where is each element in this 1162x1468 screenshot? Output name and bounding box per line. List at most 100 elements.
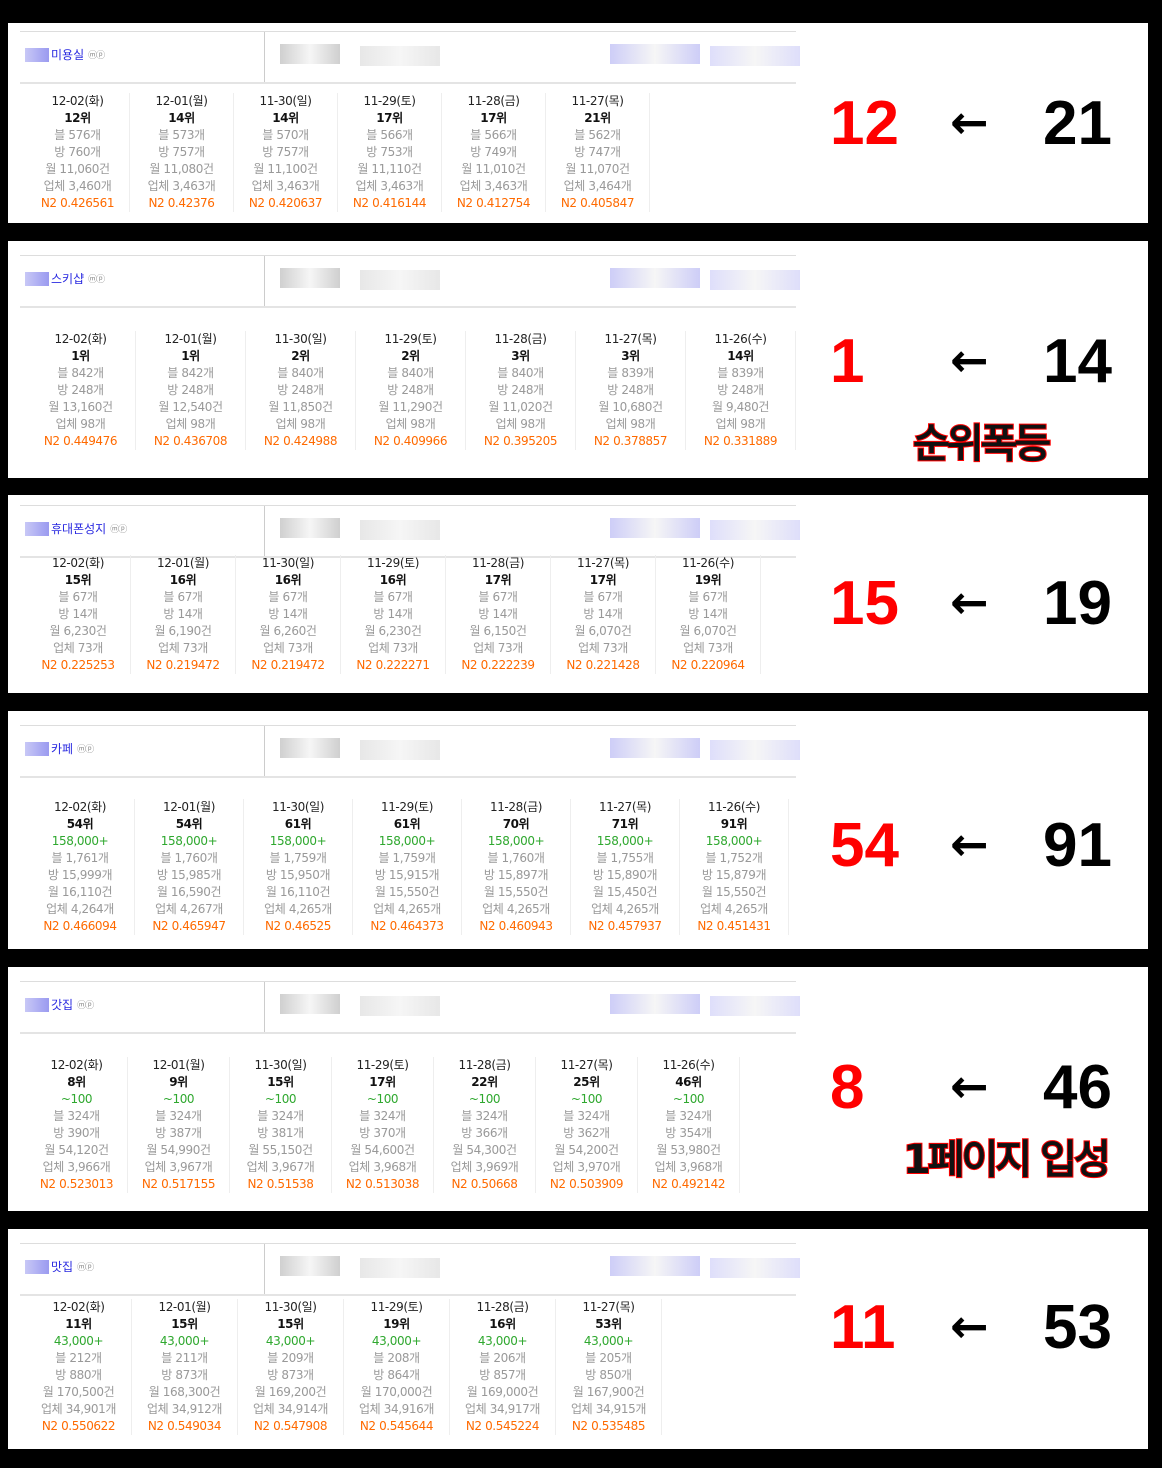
rank-value: 15위 bbox=[277, 1317, 304, 1331]
mp-icons[interactable]: ⓜⓟ bbox=[88, 51, 105, 61]
date-label: 11-29(토) bbox=[366, 556, 420, 570]
search-volume: ~100 bbox=[672, 1092, 705, 1106]
monthly-count: 월 6,150건 bbox=[469, 624, 527, 638]
date-label: 11-26(수) bbox=[662, 1058, 715, 1072]
date-label: 12-01(월) bbox=[158, 1300, 211, 1314]
date-label: 12-01(월) bbox=[164, 332, 217, 346]
rank-value: 25위 bbox=[573, 1075, 600, 1089]
date-label: 12-01(월) bbox=[162, 800, 216, 814]
n2-score: N2 0.545644 bbox=[359, 1419, 434, 1433]
date-label: 11-27(목) bbox=[576, 556, 630, 570]
blurred-info bbox=[280, 738, 340, 758]
monthly-count: 월 13,160건 bbox=[48, 400, 113, 414]
blog-count: 블 1,755개 bbox=[596, 851, 654, 865]
rank-value: 2위 bbox=[291, 349, 310, 363]
monthly-count: 월 11,070건 bbox=[565, 162, 630, 176]
business-count: 업체 98개 bbox=[275, 417, 326, 431]
blog-count: 블 211개 bbox=[161, 1351, 208, 1365]
blurred-info bbox=[360, 520, 440, 540]
blog-count: 블 562개 bbox=[574, 128, 621, 142]
rank-value: 15위 bbox=[267, 1075, 294, 1089]
date-label: 11-28(금) bbox=[476, 1300, 529, 1314]
rank-value: 54위 bbox=[66, 817, 94, 831]
rank-value: 12위 bbox=[64, 111, 91, 125]
bang-count: 방 362개 bbox=[563, 1126, 610, 1140]
business-count: 업체 4,265개 bbox=[482, 902, 550, 916]
new-rank: 11 bbox=[830, 1293, 896, 1362]
business-count: 업체 4,267개 bbox=[155, 902, 223, 916]
keyword-link[interactable]: 맛집 ⓜⓟ bbox=[25, 1258, 94, 1275]
n2-score: N2 0.378857 bbox=[593, 434, 668, 448]
search-volume: ~100 bbox=[162, 1092, 195, 1106]
keyword-link[interactable]: 스키샵 ⓜⓟ bbox=[25, 270, 105, 287]
blog-count: 블 566개 bbox=[366, 128, 413, 142]
mp-icons[interactable]: ⓜⓟ bbox=[88, 275, 105, 285]
keyword-link[interactable]: 미용실 ⓜⓟ bbox=[25, 46, 105, 63]
mp-icons[interactable]: ⓜⓟ bbox=[77, 745, 94, 755]
date-label: 11-27(목) bbox=[560, 1058, 613, 1072]
day-column: 11-30(일) 15위 43,000+ 블 209개 방 873개 월 169,200건… bbox=[238, 1299, 344, 1435]
date-label: 11-30(일) bbox=[264, 1300, 317, 1314]
date-label: 11-30(일) bbox=[274, 332, 327, 346]
n2-score: N2 0.517155 bbox=[141, 1177, 216, 1191]
bang-count: 방 15,915개 bbox=[374, 868, 440, 882]
blog-count: 블 576개 bbox=[54, 128, 101, 142]
bang-count: 방 880개 bbox=[55, 1368, 102, 1382]
bang-count: 방 354개 bbox=[665, 1126, 712, 1140]
blog-count: 블 208개 bbox=[373, 1351, 420, 1365]
blog-count: 블 205개 bbox=[585, 1351, 632, 1365]
monthly-count: 월 169,000건 bbox=[466, 1385, 539, 1399]
new-rank: 1 bbox=[830, 327, 865, 396]
keyword-link[interactable]: 카페 ⓜⓟ bbox=[25, 740, 94, 757]
old-rank: 53 bbox=[1043, 1293, 1112, 1362]
day-column: 11-28(금) 16위 43,000+ 블 206개 방 857개 월 169,000건… bbox=[450, 1299, 556, 1435]
keyword-header: 스키샵 ⓜⓟ bbox=[20, 255, 800, 308]
bang-count: 방 14개 bbox=[163, 607, 203, 621]
day-column: 11-29(토) 17위 블 566개 방 753개 월 11,110건 업체 3,463… bbox=[338, 93, 442, 212]
date-label: 11-29(토) bbox=[356, 1058, 409, 1072]
mp-icons[interactable]: ⓜⓟ bbox=[77, 1001, 94, 1011]
date-label: 12-01(월) bbox=[156, 556, 210, 570]
day-column: 12-02(화) 8위 ~100 블 324개 방 390개 월 54,120건 업체 3,… bbox=[26, 1057, 128, 1193]
blog-count: 블 209개 bbox=[267, 1351, 314, 1365]
bang-count: 방 14개 bbox=[688, 607, 728, 621]
bang-count: 방 757개 bbox=[262, 145, 309, 159]
blog-count: 블 570개 bbox=[262, 128, 309, 142]
business-count: 업체 34,917개 bbox=[465, 1402, 540, 1416]
bang-count: 방 14개 bbox=[583, 607, 623, 621]
monthly-count: 월 11,010건 bbox=[461, 162, 526, 176]
day-column: 11-28(금) 22위 ~100 블 324개 방 366개 월 54,300건 업체 3… bbox=[434, 1057, 536, 1193]
monthly-count: 월 54,200건 bbox=[554, 1143, 619, 1157]
date-label: 11-27(목) bbox=[571, 94, 624, 108]
rank-value: 16위 bbox=[379, 573, 407, 587]
keyword-header: 미용실 ⓜⓟ bbox=[20, 31, 800, 84]
blurred-info bbox=[280, 518, 340, 538]
keyword-link[interactable]: 갓집 ⓜⓟ bbox=[25, 996, 94, 1013]
business-count: 업체 34,912개 bbox=[147, 1402, 222, 1416]
bang-count: 방 248개 bbox=[277, 383, 324, 397]
new-rank: 8 bbox=[830, 1053, 865, 1122]
blurred-info bbox=[610, 44, 700, 64]
keyword-link[interactable]: 휴대폰성지 ⓜⓟ bbox=[25, 520, 127, 537]
n2-score: N2 0.219472 bbox=[146, 658, 220, 672]
blog-count: 블 324개 bbox=[155, 1109, 202, 1123]
blurred-info bbox=[710, 270, 800, 290]
bang-count: 방 390개 bbox=[53, 1126, 100, 1140]
bang-count: 방 248개 bbox=[167, 383, 214, 397]
blog-count: 블 839개 bbox=[717, 366, 764, 380]
day-column: 12-01(월) 54위 158,000+ 블 1,760개 방 15,985개 월 16… bbox=[135, 799, 244, 935]
left-arrow-icon: ← bbox=[950, 575, 989, 629]
n2-score: N2 0.550622 bbox=[41, 1419, 116, 1433]
monthly-count: 월 54,300건 bbox=[452, 1143, 517, 1157]
day-column: 11-30(일) 2위 블 840개 방 248개 월 11,850건 업체 98개 N2 … bbox=[246, 331, 356, 450]
bang-count: 방 248개 bbox=[497, 383, 544, 397]
business-count: 업체 4,265개 bbox=[373, 902, 441, 916]
blog-count: 블 839개 bbox=[607, 366, 654, 380]
rank-value: 17위 bbox=[589, 573, 617, 587]
left-arrow-icon: ← bbox=[950, 1059, 989, 1113]
mp-icons[interactable]: ⓜⓟ bbox=[77, 1263, 94, 1273]
n2-score: N2 0.416144 bbox=[352, 196, 427, 210]
day-column: 11-30(일) 61위 158,000+ 블 1,759개 방 15,950개 월 16… bbox=[244, 799, 353, 935]
header-divider bbox=[264, 1244, 265, 1294]
mp-icons[interactable]: ⓜⓟ bbox=[110, 525, 127, 535]
